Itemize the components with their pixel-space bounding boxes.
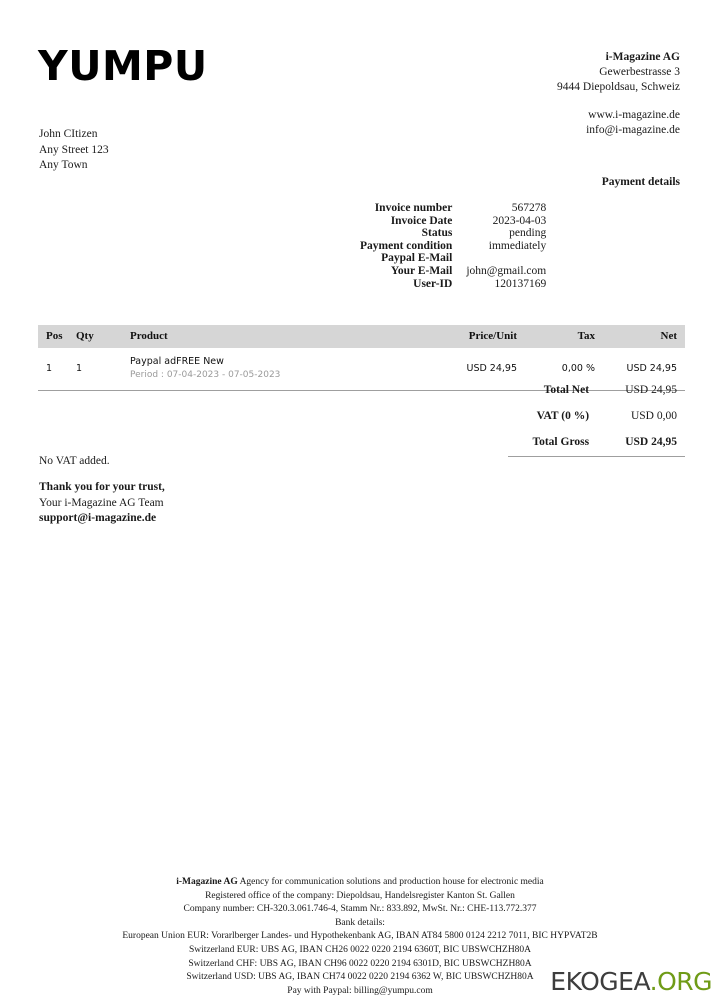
line-items-table: Pos Qty Product Price/Unit Tax Net 1 1 P…: [38, 325, 685, 391]
payment-details-row: Invoice Date 2023-04-03: [360, 214, 547, 228]
yumpu-logo: YUMPU: [38, 42, 208, 90]
total-net-label: Total Net: [543, 384, 590, 396]
payment-detail-label: Status: [421, 227, 453, 240]
line-items-header: Pos Qty Product Price/Unit Tax Net: [38, 325, 685, 348]
footer-bank-ch-eur: Switzerland EUR: UBS AG, IBAN CH26 0022 …: [188, 944, 532, 955]
payment-detail-label: Invoice number: [374, 202, 453, 214]
cell-qty: 1: [76, 348, 128, 391]
footer-line-4: Bank details:: [335, 917, 385, 928]
totals-section: Total Net USD 24,95 VAT (0 %) USD 0,00 T…: [508, 378, 685, 457]
total-vat-label: VAT (0 %): [536, 410, 590, 422]
payment-details-row: Payment condition immediately: [360, 240, 546, 253]
payment-detail-label: User-ID: [413, 277, 453, 290]
total-vat-value: USD 0,00: [630, 410, 677, 422]
footer-line-3: Company number: CH-320.3.061.746-4, Stam…: [183, 904, 537, 915]
footer-paypal-line: Pay with Paypal: billing@yumpu.com: [287, 985, 433, 996]
cell-net: USD 24,95: [595, 348, 685, 391]
cell-tax: 0,00 %: [517, 348, 595, 391]
customer-name: John CItizen: [39, 128, 98, 140]
payment-detail-label: Payment condition: [360, 239, 453, 252]
line-items-header-row: Pos Qty Product Price/Unit Tax Net: [38, 325, 685, 348]
payment-details-table: Invoice number 567278 Invoice Date 2023-…: [360, 202, 546, 290]
page-footer: i-Magazine AG Agency for communication s…: [0, 876, 720, 998]
footer-line-2: Registered office of the company: Diepol…: [205, 890, 515, 901]
payment-details-row: Your E-Mail john@gmail.com: [360, 265, 546, 278]
totals-row-net: Total Net USD 24,95: [508, 378, 685, 404]
company-block-spacer: [557, 95, 680, 108]
line-items-body: 1 1 Paypal adFREE New Period : 07-04-202…: [38, 348, 685, 391]
line-items-section: Pos Qty Product Price/Unit Tax Net 1 1 P…: [38, 325, 685, 391]
payment-details-row: Status pending: [360, 227, 547, 240]
footer-company-tagline: Agency for communication solutions and p…: [237, 877, 544, 887]
company-website: www.i-magazine.de: [588, 109, 680, 121]
payment-details-row: Paypal E-Mail: [360, 252, 546, 265]
company-address-block: i-Magazine AG Gewerbestrasse 3 9444 Diep…: [557, 50, 680, 138]
payment-detail-value: [466, 252, 546, 265]
cell-price-unit: USD 24,95: [421, 348, 517, 391]
ekogea-watermark: EKOGEA.ORG: [550, 969, 712, 994]
watermark-name: EKOGEA: [550, 967, 650, 996]
closing-block: Thank you for your trust, Your i-Magazin…: [39, 480, 165, 527]
support-email: support@i-magazine.de: [39, 512, 157, 524]
product-period: Period : 07-04-2023 - 07-05-2023: [130, 370, 281, 380]
totals-row-gross: Total Gross USD 24,95: [508, 430, 685, 457]
payment-detail-value: john@gmail.com: [466, 264, 547, 277]
total-gross-value: USD 24,95: [605, 430, 685, 457]
company-email: info@i-magazine.de: [586, 124, 680, 136]
footer-bank-eu-eur: European Union EUR: Vorarlberger Landes-…: [122, 931, 598, 942]
cell-pos: 1: [38, 348, 76, 391]
watermark-tld: .ORG: [649, 967, 713, 996]
payment-detail-value: immediately: [488, 239, 547, 252]
payment-detail-label: Your E-Mail: [390, 264, 453, 277]
company-street: Gewerbestrasse 3: [599, 66, 680, 78]
payment-detail-value: pending: [509, 227, 547, 240]
column-header-tax: Tax: [517, 325, 595, 348]
payment-detail-value: 567278: [511, 202, 547, 214]
customer-street: Any Street 123: [39, 143, 109, 156]
footer-bank-ch-usd: Switzerland USD: UBS AG, IBAN CH74 0022 …: [186, 972, 534, 983]
column-header-net: Net: [595, 325, 685, 348]
column-header-price: Price/Unit: [421, 325, 517, 348]
payment-details-title: Payment details: [601, 176, 680, 188]
customer-address-block: John CItizen Any Street 123 Any Town: [39, 127, 109, 174]
totals-row-vat: VAT (0 %) USD 0,00: [508, 404, 685, 430]
payment-details-row: Invoice number 567278: [360, 202, 547, 215]
payment-detail-value: 120137169: [494, 277, 547, 290]
column-header-qty: Qty: [76, 325, 128, 348]
column-header-pos: Pos: [38, 325, 76, 348]
table-row: 1 1 Paypal adFREE New Period : 07-04-202…: [38, 348, 685, 391]
total-gross-label: Total Gross: [508, 430, 606, 457]
totals-table: Total Net USD 24,95 VAT (0 %) USD 0,00 T…: [508, 378, 685, 457]
product-name: Paypal adFREE New: [130, 356, 224, 367]
customer-city: Any Town: [39, 159, 88, 171]
footer-bank-ch-chf: Switzerland CHF: UBS AG, IBAN CH96 0022 …: [188, 958, 532, 969]
closing-thanks: Thank you for your trust,: [39, 481, 165, 493]
payment-details-row: User-ID 120137169: [360, 278, 546, 291]
vat-note: No VAT added.: [39, 455, 110, 467]
company-name: i-Magazine AG: [605, 51, 680, 63]
total-net-value: USD 24,95: [625, 384, 677, 396]
footer-company-name: i-Magazine AG: [176, 877, 238, 887]
payment-detail-label: Invoice Date: [390, 214, 453, 227]
cell-product: Paypal adFREE New Period : 07-04-2023 - …: [128, 348, 421, 391]
closing-team: Your i-Magazine AG Team: [39, 496, 164, 509]
payment-detail-label: Paypal E-Mail: [381, 252, 453, 265]
company-city: 9444 Diepoldsau, Schweiz: [557, 81, 680, 93]
footer-line-1: i-Magazine AG Agency for communication s…: [0, 876, 720, 890]
column-header-product: Product: [128, 325, 421, 348]
payment-detail-value: 2023-04-03: [492, 214, 547, 227]
